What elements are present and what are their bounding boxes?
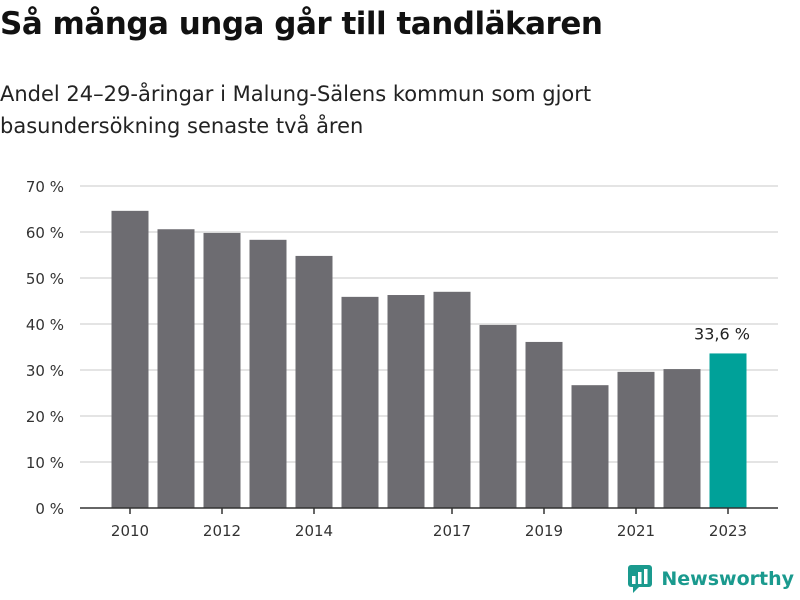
bar (157, 229, 195, 509)
bar (387, 295, 425, 508)
bar (663, 369, 701, 508)
y-tick-label: 40 % (26, 316, 64, 334)
bar (433, 291, 471, 508)
brand-logo: Newsworthy (627, 564, 794, 594)
x-tick-label: 2012 (203, 522, 241, 540)
y-tick-label: 10 % (26, 454, 64, 472)
y-tick-label: 0 % (35, 500, 64, 518)
bar (571, 385, 609, 508)
bar (709, 353, 747, 508)
x-tick-label: 2019 (525, 522, 563, 540)
bar (249, 239, 287, 508)
bar (479, 324, 517, 508)
chart-title: Så många unga går till tandläkaren (0, 6, 603, 42)
chart-subtitle: Andel 24–29-åringar i Malung-Sälens komm… (0, 82, 592, 138)
bar (295, 255, 333, 508)
y-tick-label: 20 % (26, 408, 64, 426)
data-label: 33,6 % (694, 324, 750, 343)
x-tick-label: 2014 (295, 522, 333, 540)
y-tick-label: 60 % (26, 224, 64, 242)
x-tick-label: 2017 (433, 522, 471, 540)
bar (617, 371, 655, 508)
bar (111, 210, 149, 508)
bar (203, 232, 241, 509)
bar (525, 341, 563, 508)
x-tick-label: 2010 (111, 522, 149, 540)
bar (341, 296, 379, 508)
newsworthy-logo-icon (628, 565, 653, 593)
y-tick-label: 50 % (26, 270, 64, 288)
x-tick-label: 2021 (617, 522, 655, 540)
brand-name: Newsworthy (661, 568, 794, 590)
y-tick-label: 70 % (26, 178, 64, 196)
y-tick-label: 30 % (26, 362, 64, 380)
x-tick-label: 2023 (709, 522, 747, 540)
